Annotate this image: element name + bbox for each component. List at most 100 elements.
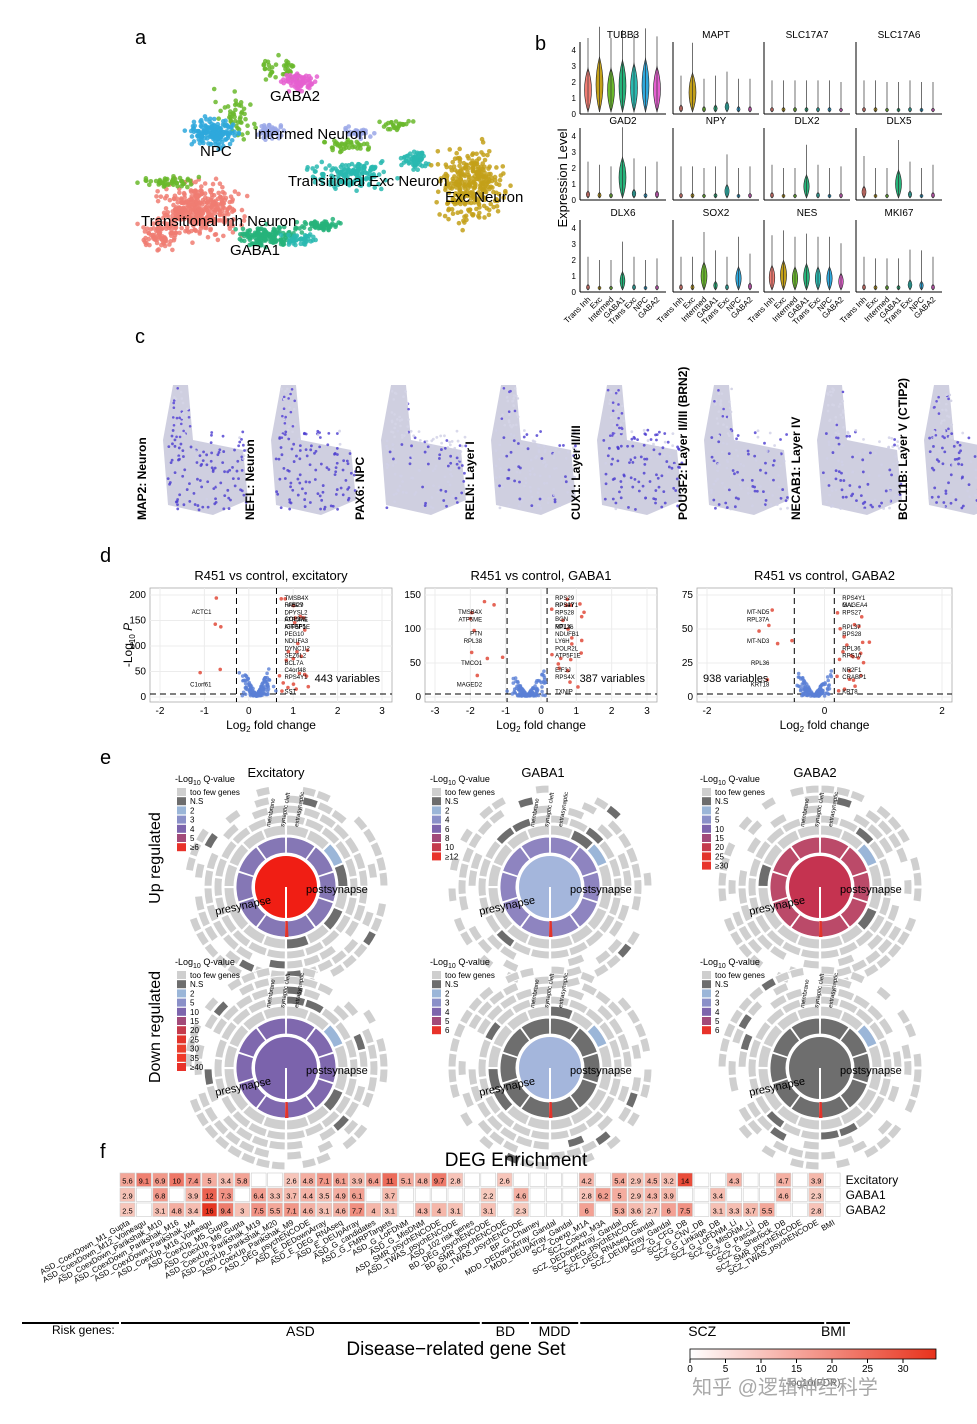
umap-point (196, 137, 202, 142)
heatmap-cell (250, 1172, 267, 1187)
sunburst-segment (903, 1097, 918, 1115)
feature-point (228, 468, 232, 472)
volcano-point (241, 678, 245, 683)
volcano-point (541, 693, 545, 697)
legend-label: N.S (445, 797, 458, 806)
feature-point (666, 470, 670, 473)
heatmap-title: DEG Enrichment (445, 1150, 588, 1171)
umap-point (281, 128, 287, 133)
umap-point (155, 189, 160, 194)
violin-gene-title: MAPT (702, 30, 730, 41)
feature-point (839, 479, 843, 482)
umap-point (199, 138, 205, 144)
volcano-point (280, 689, 284, 693)
umap-point (349, 142, 354, 147)
sunburst-segment (375, 855, 388, 872)
volcano-point (265, 692, 269, 697)
heatmap-cell (496, 1187, 513, 1202)
feature-point (316, 429, 320, 433)
umap-point (320, 180, 326, 186)
legend-label: 6 (445, 825, 450, 834)
feature-point (951, 463, 955, 467)
sunburst-segment (301, 1157, 318, 1170)
umap-point (332, 141, 338, 147)
feature-point (450, 440, 454, 443)
feature-point (652, 497, 656, 501)
umap-point (498, 173, 504, 178)
feature-point (663, 453, 666, 457)
umap-point (239, 120, 244, 125)
feature-point (830, 486, 834, 489)
feature-point (500, 417, 504, 420)
umap-point (391, 125, 397, 131)
sunburst-segment (286, 1128, 307, 1141)
feature-plot-label: MAP2: Neuron (135, 437, 149, 520)
umap-point (283, 66, 288, 72)
feature-point (655, 455, 659, 459)
feature-point (637, 489, 641, 493)
violin-gene-title: SLC17A6 (878, 30, 921, 41)
feature-point (616, 405, 620, 409)
feature-point (933, 486, 937, 490)
feature-point (209, 441, 213, 445)
feature-point (167, 445, 171, 448)
legend-swatch (702, 834, 711, 842)
feature-point (952, 493, 956, 496)
legend-label: 3 (190, 816, 195, 825)
umap-point (204, 117, 209, 122)
legend-swatch (432, 1017, 441, 1025)
legend-title: -Log10 Q-value (430, 774, 490, 787)
volcano-point (579, 614, 584, 619)
umap-point (196, 174, 202, 180)
feature-point (346, 462, 350, 466)
heatmap-row-label: Excitatory (846, 1173, 899, 1187)
feature-point (725, 442, 729, 446)
volcano-point (826, 692, 831, 696)
umap-point (303, 73, 309, 79)
feature-point (459, 450, 463, 453)
umap-point (220, 118, 226, 124)
legend-label: too few genes (715, 971, 765, 980)
feature-point (854, 428, 858, 432)
feature-point (726, 432, 730, 435)
umap-point (206, 141, 211, 146)
feature-point (945, 393, 948, 397)
legend-label: 4 (445, 1008, 450, 1017)
umap-point (462, 220, 467, 225)
umap-point (302, 220, 308, 225)
volcano-point (804, 693, 808, 697)
umap-point (310, 174, 316, 180)
feature-point (524, 481, 528, 485)
feature-point (498, 475, 502, 479)
heatmap-cell (824, 1187, 841, 1202)
sunburst-segment (642, 871, 653, 887)
volcano-gene-label: GAL (842, 603, 855, 609)
volcano-gene-label: NR2F1 (842, 668, 862, 674)
feature-point (195, 441, 198, 445)
volcano-gene-label: SST (284, 690, 296, 696)
umap-point (278, 232, 284, 238)
umap-point (455, 170, 461, 176)
feature-point (182, 503, 186, 507)
feature-point (779, 438, 782, 441)
feature-point (609, 416, 613, 419)
feature-point (617, 403, 620, 406)
volcano-title: R451 vs control, GABA1 (471, 568, 612, 583)
feature-point (400, 443, 404, 446)
feature-point (274, 477, 278, 480)
feature-point (233, 484, 237, 488)
feature-point (498, 484, 501, 488)
feature-point (826, 403, 830, 407)
heatmap-cell-value: 2.6 (286, 1177, 296, 1186)
heatmap-cell-value: 4.6 (303, 1207, 313, 1216)
sunburst-segment (801, 958, 820, 970)
heatmap-cell-value: 6 (585, 1207, 589, 1216)
feature-point (738, 483, 742, 487)
umap-point (313, 237, 318, 243)
feature-point (397, 489, 400, 493)
umap-point (280, 72, 286, 77)
volcano-ytick: 100 (404, 624, 421, 635)
umap-point (358, 146, 363, 151)
volcano-point (525, 693, 530, 698)
